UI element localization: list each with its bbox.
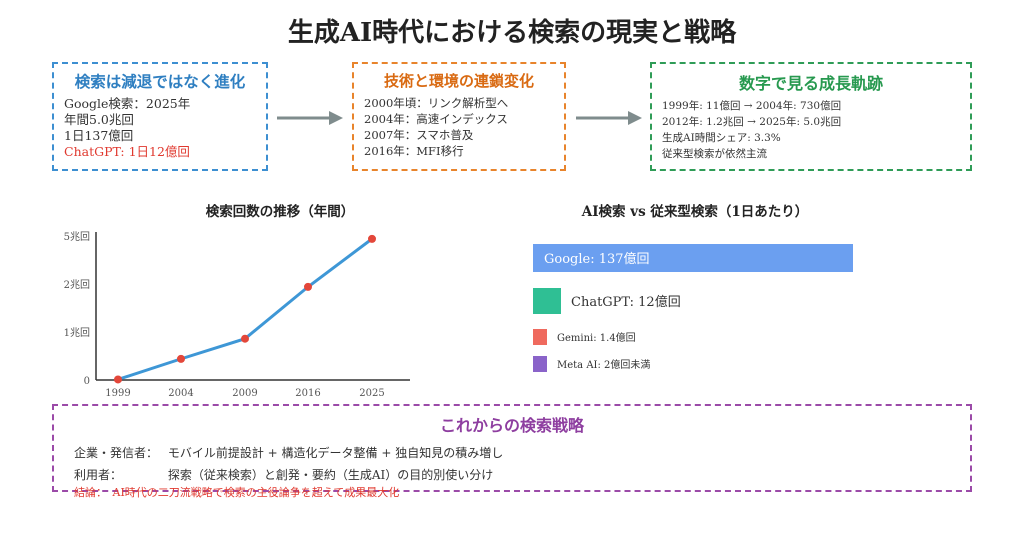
bar <box>533 329 547 345</box>
bar <box>533 288 561 314</box>
data-point <box>304 282 312 291</box>
bar-label: ChatGPT: 12億回 <box>571 294 681 310</box>
growth-heading: 数字で見る成長軌跡 <box>738 74 883 93</box>
page-title: 生成AI時代における検索の現実と戦略 <box>287 18 737 48</box>
arrow-right-icon <box>576 111 642 125</box>
chatgpt-highlight: ChatGPT: 1日12億回 <box>64 144 190 159</box>
strategy-row-label: 企業・発信者： <box>74 446 159 460</box>
box3-line: 生成AI時間シェア: 3.3% <box>662 132 781 144</box>
strategy-row: 企業・発信者： モバイル前提設計 + 構造化データ整備 + 独自知見の積み増し <box>74 442 950 464</box>
strategy-box: これからの検索戦略 企業・発信者： モバイル前提設計 + 構造化データ整備 + … <box>52 404 972 499</box>
strategy-row-text: 探索（従来検索）と創発・要約（生成AI）の目的別使い分け <box>167 468 494 482</box>
box1-line: 1日137億回 <box>64 128 134 143</box>
x-tick-label: 1999 <box>105 388 130 399</box>
line-chart-title: 検索回数の推移（年間） <box>205 204 355 220</box>
bar-label: Google: 137億回 <box>544 251 650 267</box>
data-point <box>368 234 376 243</box>
box3-line: 従来型検索が依然主流 <box>662 148 767 160</box>
box2-line: 2016年：MFI移行 <box>364 144 464 158</box>
x-tick-label: 2016 <box>295 388 320 399</box>
box1-line: Google検索：2025年 <box>64 96 191 111</box>
box3-line: 2012年: 1.2兆回 → 2025年: 5.0兆回 <box>662 116 842 128</box>
line-chart: 0 1兆回 2兆回 5兆回 1999 2004 2009 2016 2025 <box>64 231 410 399</box>
y-tick-label: 2兆回 <box>64 279 90 291</box>
box2-line: 2007年：スマホ普及 <box>364 128 474 142</box>
box1-line: 年間5.0兆回 <box>64 112 134 127</box>
x-tick-label: 2025 <box>359 388 384 399</box>
strategy-row-text: モバイル前提設計 + 構造化データ整備 + 独自知見の積み増し <box>167 446 504 460</box>
strategy-row-label: 利用者： <box>74 468 123 482</box>
box2-line: 2004年：高速インデックス <box>364 112 508 126</box>
search-evolution-heading: 検索は減退ではなく進化 <box>74 72 246 91</box>
strategy-conclusion: 結論： AI時代の二刀流戦略で検索の主役論争を超えて成果最大化 <box>74 486 400 499</box>
bar-label: Meta AI: 2億回未満 <box>557 358 650 371</box>
y-tick-label: 5兆回 <box>64 231 90 243</box>
search-evolution-box: 検索は減退ではなく進化 Google検索：2025年 年間5.0兆回 1日137… <box>52 62 268 171</box>
bar-chart-title: AI検索 vs 従来型検索（1日あたり） <box>581 204 809 220</box>
box3-line: 1999年: 11億回 → 2004年: 730億回 <box>662 100 842 112</box>
bar-chart: Google: 137億回 ChatGPT: 12億回 Gemini: 1.4億回 M… <box>533 244 853 372</box>
bar-label: Gemini: 1.4億回 <box>557 331 636 344</box>
data-point <box>241 334 249 343</box>
y-tick-label: 1兆回 <box>64 327 90 339</box>
series-line <box>117 237 373 381</box>
growth-box: 数字で見る成長軌跡 1999年: 11億回 → 2004年: 730億回 201… <box>650 62 972 171</box>
x-tick-label: 2009 <box>232 388 257 399</box>
data-point <box>114 375 122 384</box>
y-tick-label: 0 <box>84 376 90 387</box>
bar <box>533 356 547 372</box>
data-point <box>177 354 185 363</box>
box2-line: 2000年頃：リンク解析型へ <box>364 96 509 110</box>
strategy-row: 利用者： 探索（従来検索）と創発・要約（生成AI）の目的別使い分け <box>74 464 950 486</box>
tech-change-box: 技術と環境の連鎖変化 2000年頃：リンク解析型へ 2004年：高速インデックス… <box>352 62 566 171</box>
arrow-right-icon <box>277 111 343 125</box>
strategy-heading: これからの検索戦略 <box>439 416 584 435</box>
x-tick-label: 2004 <box>168 388 193 399</box>
bar <box>533 244 853 272</box>
tech-change-heading: 技術と環境の連鎖変化 <box>383 72 534 90</box>
